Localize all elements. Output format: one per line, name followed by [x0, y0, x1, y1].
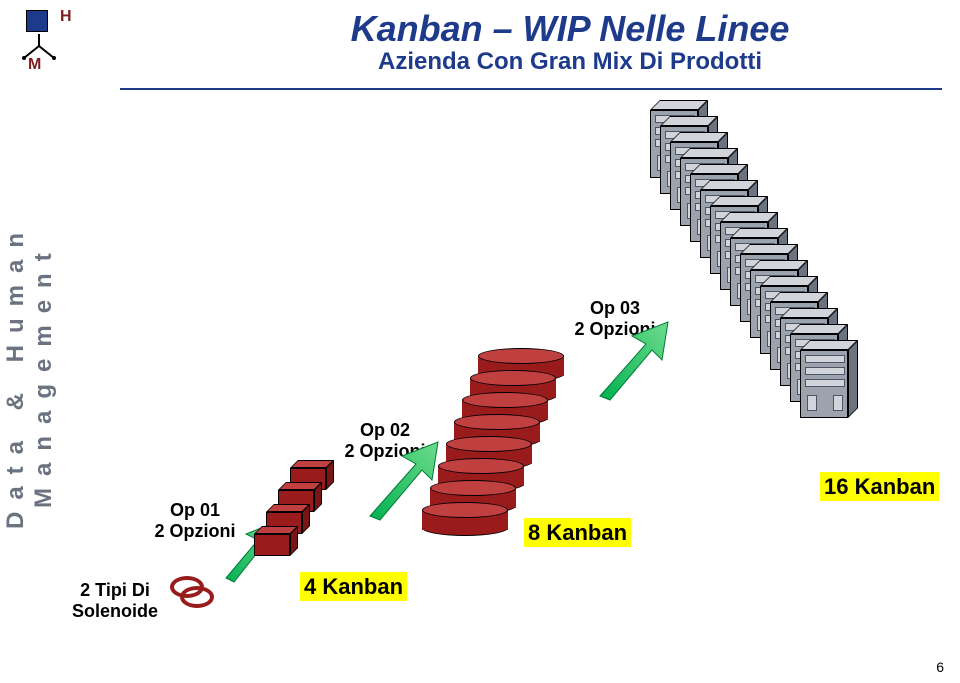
kanban8-text: 8 Kanban	[524, 518, 631, 547]
page-number: 6	[936, 659, 944, 675]
title-block: Kanban – WIP Nelle Linee Azienda Con Gra…	[200, 8, 940, 76]
logo: H M	[8, 8, 68, 68]
start-label: 2 Tipi Di Solenoide	[60, 580, 170, 622]
logo-square	[26, 10, 48, 32]
kanban4-label: 4 Kanban	[300, 574, 407, 600]
kanban8-label: 8 Kanban	[524, 520, 631, 546]
kanban16-text: 16 Kanban	[820, 472, 939, 501]
op03-name: Op 03	[590, 298, 640, 318]
diagram: 2 Tipi Di Solenoide Op 01 2 Opzioni 4 Ka…	[70, 120, 940, 643]
sidebar-text: Data & Human Management	[2, 95, 58, 655]
kanban-barrel	[422, 502, 508, 536]
op01-name: Op 01	[170, 500, 220, 520]
logo-h: H	[60, 8, 72, 26]
kanban-cabinet	[800, 340, 858, 418]
logo-m: M	[28, 56, 41, 74]
kanban4-text: 4 Kanban	[300, 572, 407, 601]
page-title: Kanban – WIP Nelle Linee	[200, 8, 940, 50]
title-underline	[120, 88, 942, 90]
op02-name: Op 02	[360, 420, 410, 440]
page-subtitle: Azienda Con Gran Mix Di Prodotti	[200, 48, 940, 76]
arrow-3	[590, 320, 680, 410]
kanban-box	[254, 526, 298, 556]
kanban16-label: 16 Kanban	[820, 474, 939, 500]
solenoid-ring	[180, 586, 214, 608]
